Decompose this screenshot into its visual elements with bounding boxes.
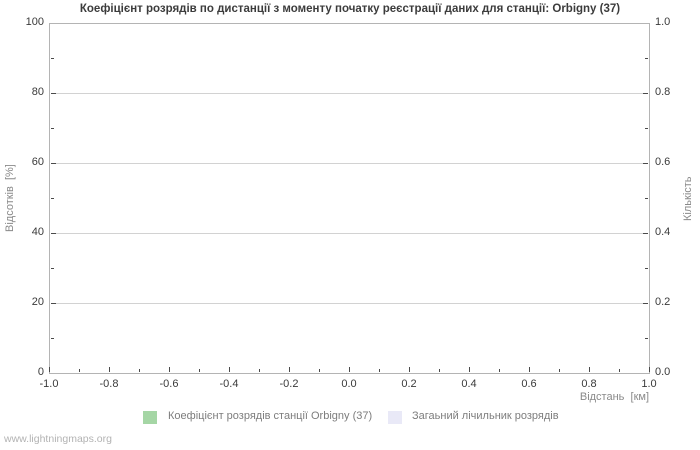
y-right-tick-mark [643,93,648,94]
x-tick-mark [289,367,290,372]
y-left-axis-title: Відсотків [%] [4,164,16,233]
y-right-tick-mark [645,198,648,199]
y-right-tick-mark [645,338,648,339]
x-tick: -0.4 [219,378,239,390]
x-tick-mark [319,369,320,372]
y-left-tick: 100 [25,16,44,28]
y-left-tick-mark [51,233,56,234]
x-tick: -0.2 [279,378,299,390]
x-tick-mark [199,369,200,372]
y-left-tick-mark [51,303,56,304]
x-tick-mark [49,367,50,372]
x-tick-mark [229,367,230,372]
gridline [51,163,648,164]
x-tick-mark [139,369,140,372]
gridline [51,233,648,234]
y-left-tick-mark [51,338,54,339]
x-tick-mark [469,367,470,372]
y-left-tick-mark [51,58,54,59]
x-tick-mark [109,367,110,372]
watermark-text: www.lightningmaps.org [4,433,112,445]
y-right-tick: 1.0 [655,16,671,28]
y-left-tick-mark [51,163,56,164]
y-right-tick-mark [643,163,648,164]
y-left-tick: 60 [31,156,44,168]
x-tick-mark [529,367,530,372]
y-right-tick: 0.6 [655,156,671,168]
x-tick: 0.8 [581,378,597,390]
y-left-tick-mark [51,268,54,269]
x-tick: 1.0 [641,378,657,390]
legend-swatch-total-counter [388,411,402,424]
y-right-tick-mark [645,268,648,269]
x-tick: -0.6 [159,378,179,390]
y-right-tick: 0.0 [655,366,671,378]
y-left-tick: 20 [31,296,44,308]
x-tick: 0.2 [401,378,417,390]
legend-label-station-ratio: Коефіцієнт розрядів станції Orbigny (37) [168,410,373,422]
y-left-tick-mark [51,198,54,199]
y-right-tick: 0.4 [655,226,671,238]
x-tick-mark [619,369,620,372]
y-right-tick: 0.2 [655,296,671,308]
y-right-tick-mark [645,58,648,59]
y-right-axis-title: Кількість [682,176,694,221]
x-tick-mark [79,369,80,372]
y-left-tick: 0 [37,366,44,378]
chart-title: Коефіцієнт розрядів по дистанції з момен… [79,3,621,15]
gridline [51,93,648,94]
x-tick-mark [559,369,560,372]
x-tick-mark [409,367,410,372]
x-tick: 0.6 [521,378,537,390]
x-tick-mark [259,369,260,372]
x-tick: 0.4 [461,378,477,390]
y-left-tick-mark [51,128,54,129]
legend-label-total-counter: Загаьний лічильник розрядів [412,410,559,422]
x-tick: -0.8 [99,378,119,390]
x-tick-mark [169,367,170,372]
y-right-tick: 0.8 [655,86,671,98]
x-tick: -1.0 [39,378,59,390]
y-right-tick-mark [643,233,648,234]
x-tick-mark [349,367,350,372]
y-left-tick-mark [51,93,56,94]
gridline [51,303,648,304]
x-tick: 0.0 [341,378,357,390]
x-axis-title: Відстань [км] [579,391,649,403]
plot-area [49,23,650,374]
y-right-tick-mark [643,303,648,304]
y-left-tick: 80 [31,86,44,98]
x-tick-mark [589,367,590,372]
x-tick-mark [379,369,380,372]
y-right-tick-mark [645,128,648,129]
x-tick-mark [499,369,500,372]
x-tick-mark [649,367,650,372]
y-left-tick: 40 [31,226,44,238]
legend-swatch-station-ratio [143,411,157,424]
x-tick-mark [439,369,440,372]
